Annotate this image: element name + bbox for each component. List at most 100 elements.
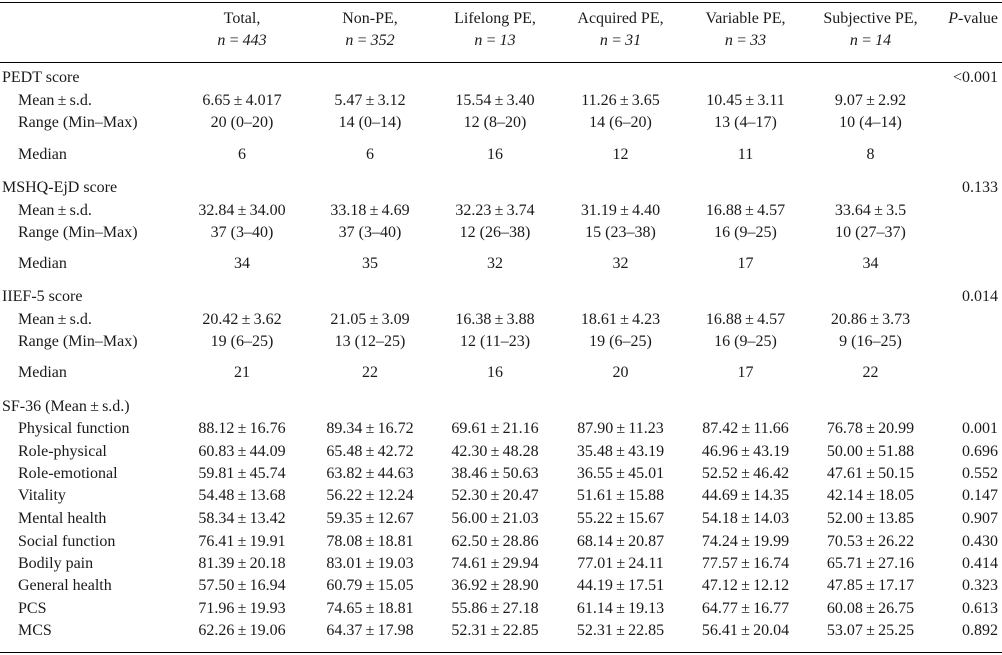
table-cell: 42.30 ± 48.28 (451, 443, 539, 460)
table-cell: 12 (26–38) (459, 224, 531, 241)
table-cell: 33.18 ± 4.69 (330, 202, 410, 219)
table-cell: 71.96 ± 19.93 (198, 600, 286, 617)
table-row: Social function 76.41 ± 19.91 78.08 ± 18.8… (0, 531, 1002, 553)
table-cell: 16 (9–25) (714, 224, 777, 241)
table-cell: 15 (23–38) (585, 224, 656, 241)
header-non-pe: Non-PE, n = 352 (308, 8, 432, 52)
table-cell: 38.46 ± 50.63 (451, 465, 539, 482)
pvalue-cell (928, 112, 998, 134)
table-cell: 56.00 ± 21.03 (451, 510, 539, 527)
row-label: Physical function (18, 420, 130, 437)
table-cell: 12 (8–20) (463, 114, 527, 131)
table-header-rule (0, 62, 1002, 63)
table-cell (432, 177, 558, 199)
table-cell: 76.78 ± 20.99 (826, 420, 915, 437)
row-label: Bodily pain (18, 555, 94, 572)
row-label: Mental health (18, 510, 107, 527)
table-cell (683, 67, 808, 89)
section-row: IIEF-5 score 0.014 (0, 286, 1002, 308)
table-cell: 5.47 ± 3.12 (334, 92, 406, 109)
table-cell: 34 (862, 255, 879, 272)
table-cell: 52.00 ± 13.85 (826, 510, 915, 527)
header-name: Non-PE, (342, 10, 398, 27)
header-name: Lifelong PE, (454, 10, 536, 27)
header-variable-pe: Variable PE, n = 33 (683, 8, 808, 52)
table-cell: 55.22 ± 15.67 (576, 510, 665, 527)
row-label: Median (18, 146, 67, 163)
table-cell: 74.61 ± 29.94 (451, 555, 539, 572)
row-label: General health (18, 577, 112, 594)
table-header: Total, n = 443 Non-PE, n = 352 Lifelong … (0, 8, 1002, 60)
table-cell: 65.48 ± 42.72 (326, 443, 414, 460)
table-cell: 13 (12–25) (334, 333, 406, 350)
row-label: Role-physical (18, 443, 107, 460)
table-cell: 19 (6–25) (210, 333, 274, 350)
table-cell: 74.65 ± 18.81 (326, 600, 414, 617)
table-cell: 60.79 ± 15.05 (326, 577, 414, 594)
table-cell: 22 (362, 364, 378, 381)
table-cell: 10 (4–14) (839, 114, 902, 131)
table-top-rule (0, 2, 1002, 3)
section-label: IIEF-5 score (2, 288, 83, 305)
header-name: Acquired PE, (577, 10, 664, 27)
table-cell: 32 (612, 255, 629, 272)
table-cell: 47.12 ± 12.12 (701, 577, 790, 594)
table-cell: 12 (11–23) (459, 333, 531, 350)
table-cell: 15.54 ± 3.40 (455, 92, 535, 109)
table-cell: 62.26 ± 19.06 (198, 622, 286, 639)
row-label: MCS (18, 622, 52, 639)
header-n: n = 31 (599, 32, 642, 49)
table-cell: 37 (3–40) (338, 224, 402, 241)
table-cell (176, 286, 308, 308)
table-cell: 56.22 ± 12.24 (326, 487, 414, 504)
table-cell (683, 396, 808, 418)
pvalue-cell (928, 90, 998, 112)
table-row: Mean ± s.d. 32.84 ± 34.00 33.18 ± 4.69 32.2… (0, 200, 1002, 222)
table-row: Physical function 88.12 ± 16.76 89.34 ± 16… (0, 418, 1002, 440)
section-row: PEDT score <0.001 (0, 67, 1002, 89)
table-cell: 51.61 ± 15.88 (576, 487, 665, 504)
section-label: SF-36 (Mean ± s.d.) (2, 398, 130, 415)
table-cell: 14 (6–20) (589, 114, 652, 131)
table-cell: 21.05 ± 3.09 (330, 311, 410, 328)
table-cell: 58.34 ± 13.42 (198, 510, 286, 527)
table-row: Bodily pain 81.39 ± 20.18 83.01 ± 19.03 74.… (0, 553, 1002, 575)
table-cell: 32.84 ± 34.00 (198, 202, 286, 219)
pvalue-cell: 0.414 (962, 555, 998, 572)
table-cell: 36.55 ± 45.01 (576, 465, 665, 482)
table-row: Range (Min–Max) 19 (6–25) 13 (12–25) 12 (11… (0, 331, 1002, 353)
table-cell: 61.14 ± 19.13 (576, 600, 665, 617)
table-row: Vitality 54.48 ± 13.68 56.22 ± 12.24 52.30 … (0, 485, 1002, 507)
table-cell: 64.77 ± 16.77 (701, 600, 790, 617)
table-cell: 83.01 ± 19.03 (326, 555, 414, 572)
header-acquired-pe: Acquired PE, n = 31 (558, 8, 683, 52)
table-cell (683, 177, 808, 199)
table-cell: 44.69 ± 14.35 (701, 487, 790, 504)
pvalue-cell: <0.001 (952, 69, 998, 86)
table-cell: 63.82 ± 44.63 (326, 465, 414, 482)
table-cell: 52.52 ± 46.42 (701, 465, 790, 482)
table-cell: 60.08 ± 26.75 (826, 600, 915, 617)
table-cell: 8 (866, 146, 875, 163)
table-cell: 70.53 ± 26.22 (826, 533, 915, 550)
table-cell: 50.00 ± 51.88 (826, 443, 915, 460)
table-cell: 10.45 ± 3.11 (706, 92, 785, 109)
table-cell (432, 67, 558, 89)
table-cell: 9 (16–25) (839, 333, 902, 350)
row-label: Role-emotional (18, 465, 118, 482)
table-cell (558, 396, 683, 418)
table-cell (683, 286, 808, 308)
pvalue-cell (928, 362, 998, 384)
table-cell (308, 177, 432, 199)
table-cell: 11 (737, 146, 754, 163)
header-name: Subjective PE, (823, 10, 918, 27)
row-label: Vitality (18, 487, 66, 504)
pvalue-cell (928, 331, 998, 353)
header-lifelong-pe: Lifelong PE, n = 13 (432, 8, 558, 52)
table-cell: 77.01 ± 24.11 (577, 555, 664, 572)
table-cell: 35 (362, 255, 378, 272)
table-cell: 32 (487, 255, 503, 272)
table-cell: 59.81 ± 45.74 (198, 465, 286, 482)
table-cell: 33.64 ± 3.5 (834, 202, 907, 219)
table-cell: 52.30 ± 20.47 (451, 487, 539, 504)
